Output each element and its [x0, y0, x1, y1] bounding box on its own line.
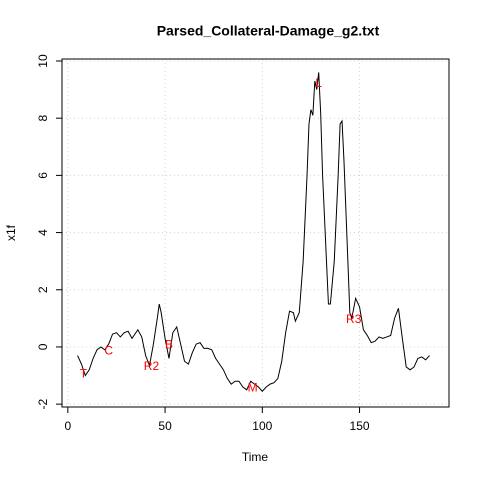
x-tick-label: 100: [252, 419, 272, 433]
chart-title: Parsed_Collateral-Damage_g2.txt: [157, 23, 380, 39]
x-tick-label: 50: [158, 419, 172, 433]
x-tick-label: 0: [64, 419, 71, 433]
annotation: M: [248, 381, 258, 395]
y-tick-label: 0: [36, 343, 50, 350]
annotation: L: [315, 76, 322, 90]
y-tick-label: 4: [36, 229, 50, 236]
annotation: R2: [144, 359, 160, 373]
annotation: R3: [346, 312, 362, 326]
y-tick-label: 10: [36, 54, 50, 68]
plot-frame: [61, 58, 450, 408]
annotation: B: [165, 338, 173, 352]
x-tick-label: 150: [350, 419, 370, 433]
y-axis-label: x1f: [4, 224, 18, 241]
annotation: T: [80, 366, 88, 380]
annotation: C: [104, 343, 113, 357]
data-line: [77, 72, 430, 393]
y-tick-label: -2: [36, 398, 50, 409]
y-tick-label: 8: [36, 115, 50, 122]
y-tick-label: 6: [36, 172, 50, 179]
x-axis-label: Time: [242, 450, 269, 464]
y-tick-label: 2: [36, 286, 50, 293]
